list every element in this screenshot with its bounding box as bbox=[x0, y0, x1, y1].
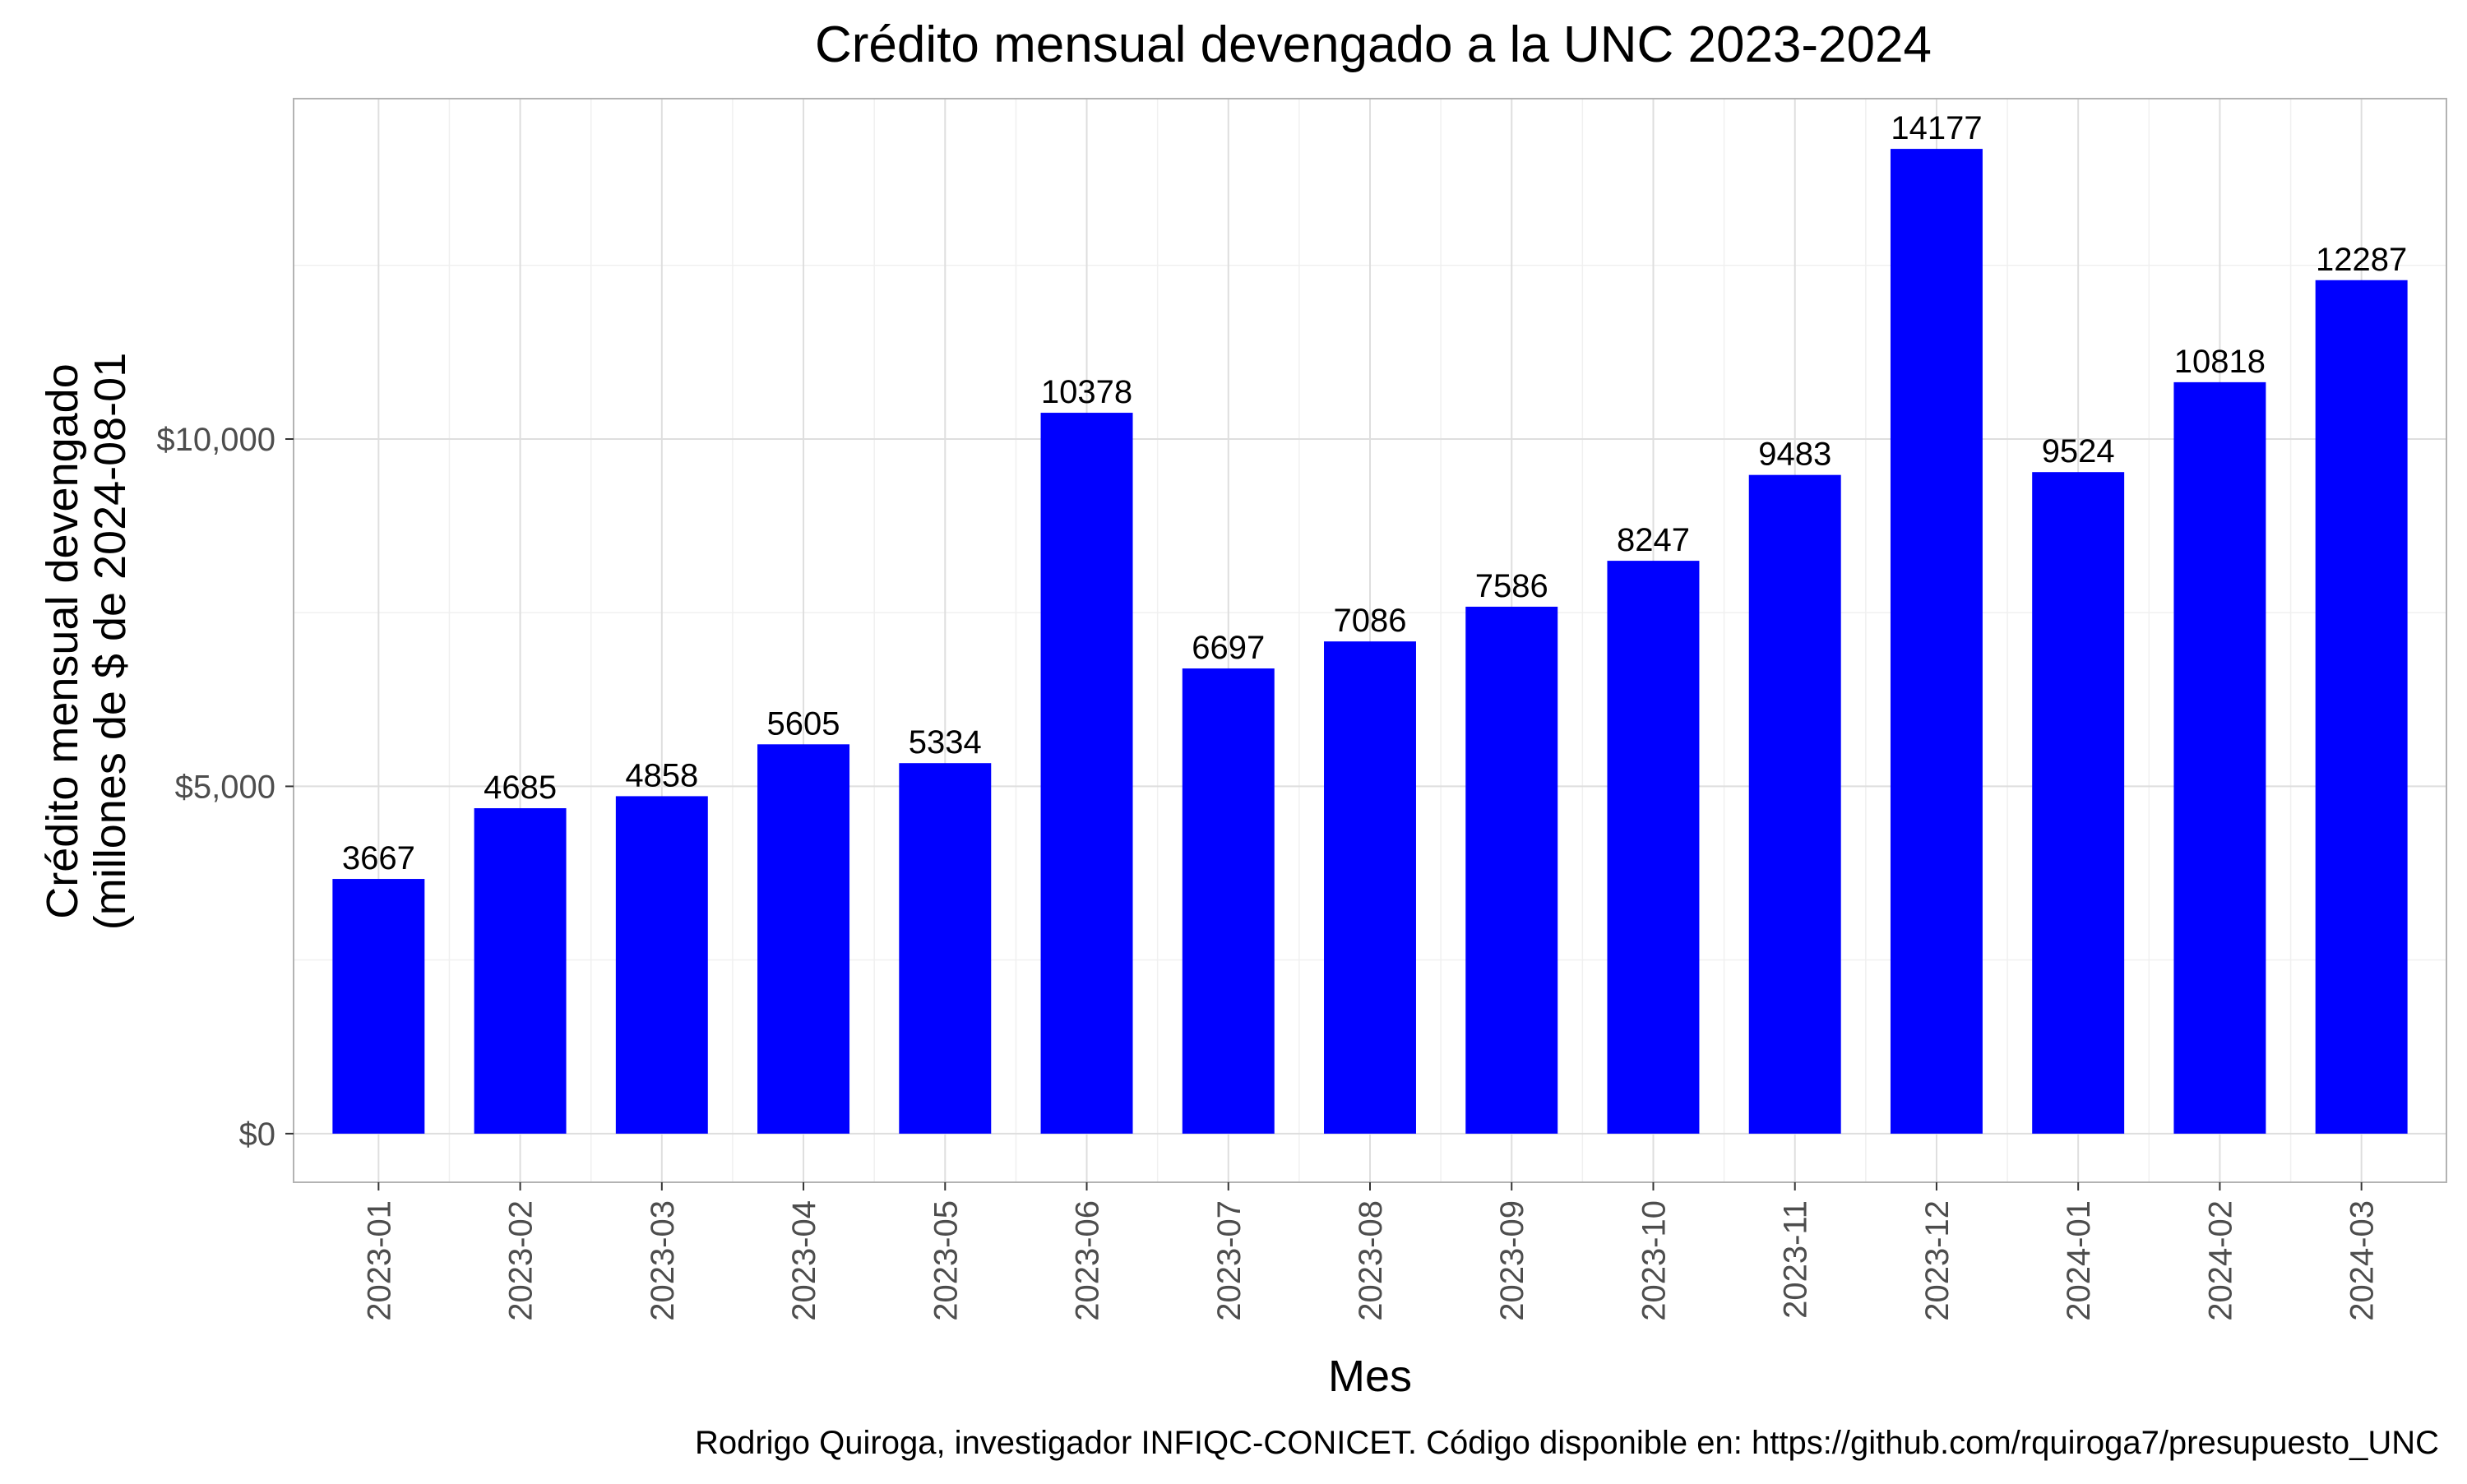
bar bbox=[1748, 474, 1841, 1134]
bar bbox=[615, 796, 708, 1134]
x-tick-label: 2023-03 bbox=[645, 1200, 681, 1321]
bar bbox=[2032, 472, 2125, 1134]
data-label: 7086 bbox=[1334, 603, 1407, 639]
y-axis-title: Crédito mensual devengado (millones de $… bbox=[38, 353, 135, 930]
data-labels-layer: 3667 4685 4858 5605 5334 10378 6697 7086 7586 824… bbox=[342, 110, 2407, 876]
x-tick-label: 2024-01 bbox=[2061, 1200, 2097, 1321]
y-tick-label: $10,000 bbox=[156, 422, 275, 458]
data-label: 5334 bbox=[909, 724, 982, 760]
bar bbox=[2173, 381, 2266, 1134]
x-axis-title: Mes bbox=[1328, 1352, 1412, 1401]
x-tick-label: 2023-04 bbox=[786, 1200, 822, 1321]
bar bbox=[1182, 668, 1275, 1134]
x-tick-label: 2024-03 bbox=[2344, 1200, 2381, 1321]
bar bbox=[1040, 413, 1133, 1134]
bar bbox=[1890, 149, 1983, 1134]
x-axis: 2023-01 2023-02 2023-03 2023-04 2023-05 2023-… bbox=[361, 1182, 2381, 1321]
data-label: 4858 bbox=[625, 757, 698, 793]
x-tick-label: 2024-02 bbox=[2202, 1200, 2238, 1321]
x-tick-label: 2023-05 bbox=[928, 1200, 964, 1321]
data-label: 4685 bbox=[484, 770, 557, 806]
y-tick-label: $0 bbox=[239, 1116, 276, 1153]
data-label: 9483 bbox=[1758, 437, 1831, 473]
x-tick-label: 2023-09 bbox=[1494, 1200, 1530, 1321]
y-axis: $0 $5,000 $10,000 bbox=[156, 422, 294, 1153]
data-label: 3667 bbox=[342, 840, 415, 876]
bar bbox=[1465, 606, 1558, 1134]
y-tick-label: $5,000 bbox=[175, 769, 275, 805]
x-tick-label: 2023-01 bbox=[361, 1200, 397, 1321]
x-tick-label: 2023-02 bbox=[503, 1200, 539, 1321]
x-tick-label: 2023-07 bbox=[1211, 1200, 1247, 1321]
y-axis-title-line-2: (millones de $ de 2024-08-01 bbox=[86, 353, 135, 930]
bar bbox=[1607, 561, 1700, 1134]
data-label: 10378 bbox=[1041, 374, 1132, 410]
bars-layer bbox=[332, 149, 2408, 1134]
data-label: 5605 bbox=[767, 705, 840, 742]
data-label: 12287 bbox=[2316, 242, 2407, 278]
chart-title: Crédito mensual devengado a la UNC 2023-… bbox=[815, 16, 1932, 73]
bar bbox=[474, 808, 567, 1134]
bar bbox=[899, 763, 992, 1134]
data-label: 10818 bbox=[2174, 344, 2266, 380]
data-label: 6697 bbox=[1192, 630, 1265, 666]
data-label: 14177 bbox=[1891, 110, 1982, 146]
bar bbox=[757, 744, 850, 1134]
x-tick-label: 2023-12 bbox=[1919, 1200, 1956, 1321]
bar bbox=[2315, 280, 2408, 1134]
x-tick-label: 2023-11 bbox=[1778, 1200, 1814, 1319]
data-label: 8247 bbox=[1617, 522, 1690, 558]
bar bbox=[332, 879, 425, 1134]
chart-caption: Rodrigo Quiroga, investigador INFIQC-CON… bbox=[695, 1425, 2439, 1461]
bar bbox=[1324, 641, 1416, 1134]
y-axis-title-line-1: Crédito mensual devengado bbox=[38, 363, 87, 918]
data-label: 7586 bbox=[1475, 568, 1548, 604]
x-tick-label: 2023-10 bbox=[1636, 1200, 1672, 1321]
x-tick-label: 2023-08 bbox=[1353, 1200, 1389, 1321]
x-tick-label: 2023-06 bbox=[1070, 1200, 1106, 1321]
data-label: 9524 bbox=[2042, 433, 2115, 469]
